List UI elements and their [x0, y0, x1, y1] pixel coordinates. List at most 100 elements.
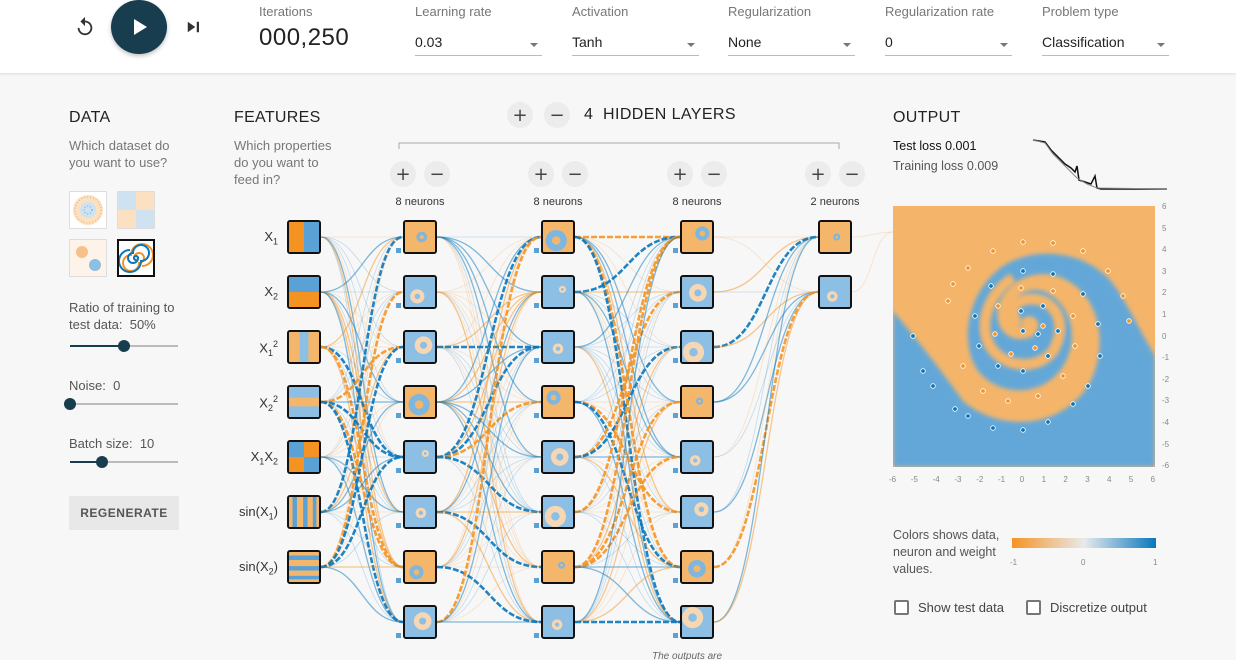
test-loss-label: Test loss	[893, 139, 942, 153]
regularization-select[interactable]: None	[728, 26, 855, 56]
features-subtitle: Which properties do you want to feed in?	[234, 138, 332, 187]
neuron-l3-7[interactable]	[680, 550, 714, 584]
weight-link	[574, 401, 681, 458]
feature-node-x1[interactable]	[287, 220, 321, 254]
activation-select[interactable]: Tanh	[572, 26, 699, 56]
neuron-l1-8[interactable]	[403, 605, 437, 639]
ratio-slider[interactable]	[70, 340, 178, 352]
learning-rate-select[interactable]: 0.03	[415, 26, 542, 56]
feature-node-x2-squared[interactable]	[287, 385, 321, 419]
neuron-l2-7[interactable]	[541, 550, 575, 584]
regenerate-button[interactable]: REGENERATE	[69, 496, 179, 530]
feature-node-x2[interactable]	[287, 275, 321, 309]
weight-link	[574, 456, 681, 568]
remove-neuron-button[interactable]: −	[839, 161, 865, 187]
discretize-output-checkbox[interactable]: Discretize output	[1026, 600, 1147, 615]
play-pause-button[interactable]	[111, 0, 167, 54]
noise-slider[interactable]	[64, 398, 178, 410]
neuron-l4-2[interactable]	[818, 275, 852, 309]
neuron-l3-4[interactable]	[680, 385, 714, 419]
dataset-spiral[interactable]	[117, 239, 155, 277]
neuron-l3-5[interactable]	[680, 440, 714, 474]
slider-handle[interactable]	[118, 340, 130, 352]
neuron-l3-8[interactable]	[680, 605, 714, 639]
neuron-l2-8[interactable]	[541, 605, 575, 639]
neuron-l2-6[interactable]	[541, 495, 575, 529]
neuron-l1-6[interactable]	[403, 495, 437, 529]
feature-label-sin-x1: sin(X1)	[239, 504, 278, 522]
regularization-rate-select[interactable]: 0	[885, 26, 1012, 56]
add-layer-button[interactable]: +	[507, 102, 533, 128]
weight-link	[713, 236, 819, 623]
problem-type-select[interactable]: Classification	[1042, 26, 1169, 56]
weight-link	[320, 291, 404, 403]
y-tick-label: -5	[1162, 439, 1170, 449]
neuron-l2-1[interactable]	[541, 220, 575, 254]
reset-button[interactable]	[70, 12, 100, 42]
add-neuron-button[interactable]: +	[805, 161, 831, 187]
neuron-l3-1[interactable]	[680, 220, 714, 254]
neuron-l1-4[interactable]	[403, 385, 437, 419]
neuron-l1-5[interactable]	[403, 440, 437, 474]
weight-link	[713, 291, 819, 403]
test-loss: Test loss 0.001	[893, 139, 976, 153]
weight-link	[436, 456, 542, 623]
weight-link	[320, 401, 404, 458]
neuron-l2-5[interactable]	[541, 440, 575, 474]
remove-neuron-button[interactable]: −	[562, 161, 588, 187]
add-neuron-button[interactable]: +	[667, 161, 693, 187]
neuron-l3-3[interactable]	[680, 330, 714, 364]
weight-link	[436, 291, 542, 568]
weight-link	[320, 236, 404, 348]
x-tick-label: -1	[998, 475, 1006, 484]
weight-link	[436, 235, 542, 624]
weight-link	[574, 236, 681, 403]
step-button[interactable]	[178, 12, 208, 42]
feature-node-x1x2[interactable]	[287, 440, 321, 474]
weight-link	[436, 456, 542, 513]
feature-node-sin-x1[interactable]	[287, 495, 321, 529]
remove-neuron-button[interactable]: −	[701, 161, 727, 187]
dataset-circle[interactable]	[69, 191, 107, 229]
neuron-l2-4[interactable]	[541, 385, 575, 419]
regularization-rate-label: Regularization rate	[885, 4, 995, 19]
ratio-label-text: Ratio of training to test data:	[69, 300, 175, 332]
add-neuron-button[interactable]: +	[390, 161, 416, 187]
dataset-gaussian[interactable]	[69, 239, 107, 277]
remove-layer-button[interactable]: −	[544, 102, 570, 128]
slider-handle[interactable]	[64, 398, 76, 410]
weight-link	[574, 291, 681, 348]
remove-neuron-button[interactable]: −	[424, 161, 450, 187]
weight-link	[436, 291, 542, 513]
slider-handle[interactable]	[96, 456, 109, 468]
weight-link	[320, 400, 404, 569]
neuron-l1-3[interactable]	[403, 330, 437, 364]
add-neuron-button[interactable]: +	[528, 161, 554, 187]
feature-node-sin-x2[interactable]	[287, 550, 321, 584]
weight-link	[574, 346, 681, 513]
neuron-l1-2[interactable]	[403, 275, 437, 309]
neuron-l3-6[interactable]	[680, 495, 714, 529]
feature-node-x1-squared[interactable]	[287, 330, 321, 364]
show-test-data-checkbox[interactable]: Show test data	[894, 600, 1004, 615]
batch-size-slider[interactable]	[70, 456, 178, 468]
neuron-l2-2[interactable]	[541, 275, 575, 309]
weight-link	[320, 236, 404, 458]
output-heatmap	[893, 206, 1155, 467]
neuron-l4-1[interactable]	[818, 220, 852, 254]
neuron-l2-3[interactable]	[541, 330, 575, 364]
weight-link	[436, 401, 542, 623]
dataset-xor[interactable]	[117, 191, 155, 229]
circle-dataset-icon	[73, 195, 103, 225]
neuron-l1-1[interactable]	[403, 220, 437, 254]
neuron-l3-2[interactable]	[680, 275, 714, 309]
weight-link	[436, 291, 542, 623]
spiral-dataset-icon	[118, 241, 154, 275]
weight-link	[436, 236, 542, 513]
weight-link	[320, 291, 404, 348]
problem-type-field: Problem type Classification	[1042, 4, 1169, 56]
weight-link	[713, 291, 819, 458]
weight-link	[436, 291, 542, 348]
neuron-l1-7[interactable]	[403, 550, 437, 584]
weight-link	[574, 235, 681, 294]
